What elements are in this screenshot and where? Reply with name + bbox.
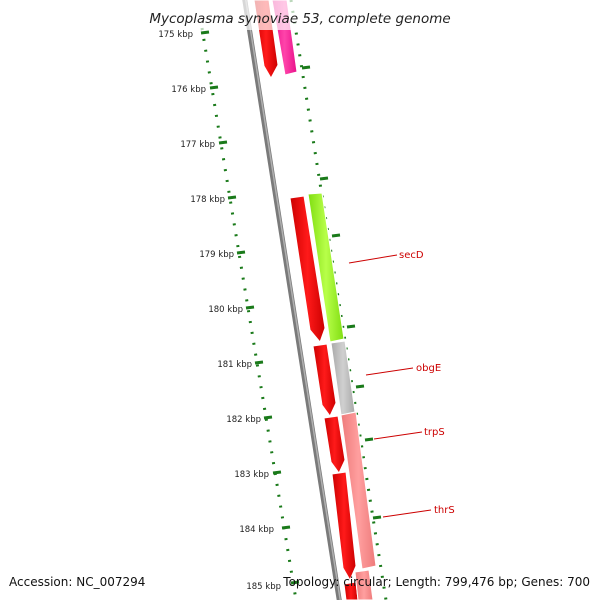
genome-backbone <box>242 0 343 605</box>
gene-arrow-trpS-red <box>323 415 346 474</box>
gene-label-leaders <box>348 254 432 518</box>
scale-label: 178 kbp <box>190 195 225 205</box>
scale-label: 175 kbp <box>158 30 193 40</box>
forward-gene-track <box>253 0 359 601</box>
gene-label-thrS[interactable]: thrS <box>434 505 455 516</box>
scale-label: 181 kbp <box>217 360 252 370</box>
category-gene-track <box>271 0 377 601</box>
accession-text: Accession: NC_007294 <box>9 575 145 589</box>
scale-label: 183 kbp <box>234 470 269 480</box>
scale-label: 179 kbp <box>199 250 234 260</box>
gene-arrow-thrS-red <box>331 471 357 582</box>
map-title: Mycoplasma synoviae 53, complete genome <box>149 11 450 27</box>
scale-label: 176 kbp <box>171 85 206 95</box>
gene-label-obgE[interactable]: obgE <box>416 363 441 374</box>
gene-arrow-secD-red <box>289 195 326 343</box>
scale-label: 182 kbp <box>226 415 261 425</box>
title-band <box>0 0 600 30</box>
scale-labels: 175 kbp 176 kbp 177 kbp 178 kbp 179 kbp … <box>158 30 281 592</box>
gene-block-secD <box>307 192 345 343</box>
scale-label: 180 kbp <box>208 305 243 315</box>
gene-block-trpS-thrS <box>340 411 377 570</box>
gene-labels: secD obgE trpS thrS <box>399 250 455 516</box>
right-track-tick-marks <box>301 65 382 520</box>
scale-label: 184 kbp <box>239 525 274 535</box>
scale-label: 177 kbp <box>180 140 215 150</box>
gene-label-trpS[interactable]: trpS <box>424 427 445 438</box>
scale-label: 185 kbp <box>246 582 281 592</box>
right-dotted-track <box>289 0 388 601</box>
gene-arrow-obgE-red <box>312 343 337 417</box>
scale-tick-marks <box>200 30 300 585</box>
gene-label-secD[interactable]: secD <box>399 250 424 261</box>
topology-text: Topology: circular; Length: 799,476 bp; … <box>282 575 590 589</box>
